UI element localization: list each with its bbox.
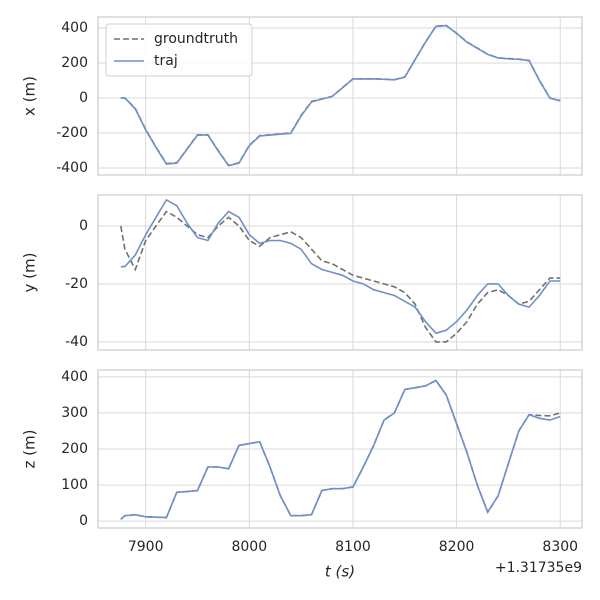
axes-frame: [97, 369, 583, 529]
y-axis-label: z (m): [21, 430, 39, 469]
y-tick-label: -400: [56, 160, 88, 176]
y-tick-label: 0: [79, 218, 88, 234]
x-tick-label: 7900: [128, 539, 164, 555]
y-axis-label: y (m): [21, 253, 39, 293]
y-tick-label: 400: [61, 369, 88, 385]
y-axis-label: x (m): [21, 76, 39, 116]
y-tick-label: 0: [79, 90, 88, 106]
series-line: [120, 379, 561, 520]
y-tick-label: 200: [61, 55, 88, 71]
y-tick-label: -20: [65, 276, 88, 292]
axes-frame: [97, 194, 583, 351]
x-tick-label: 8100: [335, 539, 371, 555]
series-line: [120, 210, 561, 343]
x-tick-label: 8300: [542, 539, 578, 555]
y-tick-label: 300: [61, 405, 88, 421]
series-line: [120, 198, 561, 335]
x-axis-label: t (s): [325, 563, 355, 581]
y-tick-label: 0: [79, 513, 88, 529]
y-tick-label: 200: [61, 441, 88, 457]
legend-box: [105, 23, 253, 77]
y-tick-label: -40: [65, 334, 88, 350]
axes-frame: [97, 16, 583, 176]
x-offset-label: +1.31735e9: [495, 560, 582, 576]
x-tick-label: 8000: [231, 539, 267, 555]
series-line: [120, 379, 561, 520]
x-tick-label: 8200: [439, 539, 475, 555]
legend-label: traj: [154, 53, 178, 69]
y-tick-label: 400: [61, 20, 88, 36]
y-tick-label: 100: [61, 477, 88, 493]
legend-label: groundtruth: [154, 31, 238, 47]
series-line: [120, 24, 561, 167]
y-tick-label: -200: [56, 125, 88, 141]
